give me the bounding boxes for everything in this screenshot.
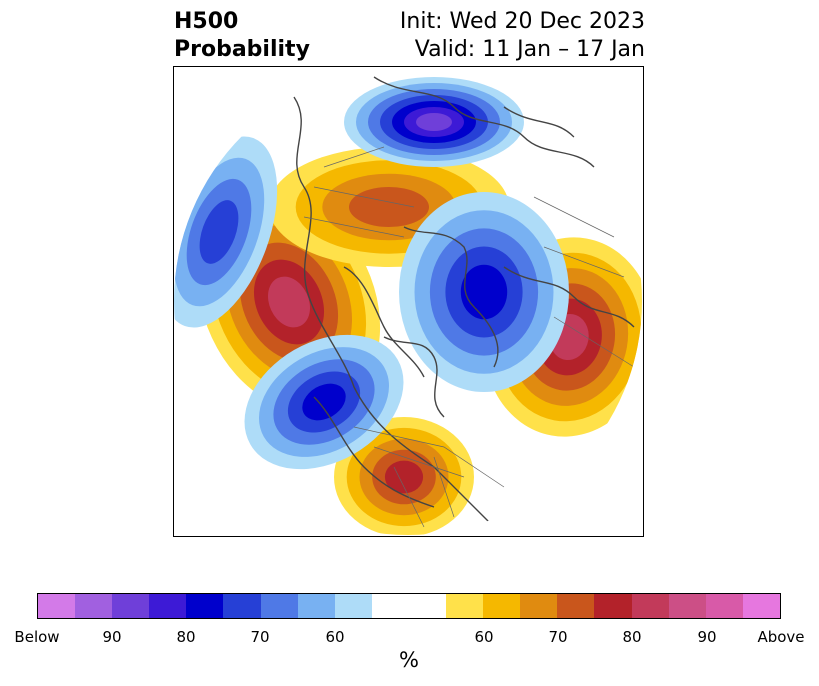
colorbar-tick-label: Above (757, 628, 805, 646)
colorbar-swatch (446, 594, 484, 618)
colorbar-swatch (38, 594, 76, 618)
colorbar-tick-label: 70 (548, 628, 568, 646)
title-product: Probability (174, 37, 310, 62)
anomaly-contour (302, 383, 346, 421)
probability-map (173, 66, 644, 537)
colorbar-unit-label: % (399, 648, 419, 672)
colorbar-tick-label: 80 (622, 628, 642, 646)
anomaly-contour (416, 113, 452, 131)
map-title-left: H500 Probability (174, 8, 310, 64)
anomaly-contours (174, 77, 642, 535)
colorbar-swatch (149, 594, 187, 618)
colorbar-swatch (594, 594, 632, 618)
anomaly-contour (384, 460, 424, 494)
colorbar-swatch (371, 594, 409, 618)
colorbar-tick-label: 60 (474, 628, 494, 646)
colorbar-tick-label: Below (14, 628, 60, 646)
map-title-right: Init: Wed 20 Dec 2023 Valid: 11 Jan – 17… (400, 8, 645, 64)
colorbar-swatch (260, 594, 298, 618)
colorbar-swatch (520, 594, 558, 618)
colorbar-tick-label: 90 (102, 628, 122, 646)
colorbar-swatch (334, 594, 372, 618)
colorbar-tick-label: 70 (250, 628, 270, 646)
colorbar-swatch (557, 594, 595, 618)
init-date: Init: Wed 20 Dec 2023 (399, 9, 645, 34)
title-field: H500 (174, 9, 239, 34)
colorbar-swatch (112, 594, 150, 618)
borders (303, 146, 635, 528)
anomaly-contour (268, 276, 310, 328)
colorbar (37, 593, 781, 619)
colorbar-swatch (668, 594, 706, 618)
anomaly-contour (349, 187, 429, 227)
colorbar-swatch (631, 594, 669, 618)
anomaly-contour (199, 200, 239, 264)
colorbar-tick-label: 80 (176, 628, 196, 646)
colorbar-swatch (297, 594, 335, 618)
colorbar-swatch (742, 594, 780, 618)
colorbar-swatch (408, 594, 447, 618)
colorbar-swatch (483, 594, 521, 618)
valid-range: Valid: 11 Jan – 17 Jan (414, 37, 645, 62)
colorbar-swatch (223, 594, 261, 618)
colorbar-swatch (705, 594, 743, 618)
anomaly-contour (460, 264, 508, 320)
polar-map-svg (174, 67, 642, 535)
colorbar-swatch (75, 594, 113, 618)
colorbar-tick-label: 90 (697, 628, 717, 646)
colorbar-swatch (186, 594, 224, 618)
colorbar-tick-label: 60 (325, 628, 345, 646)
